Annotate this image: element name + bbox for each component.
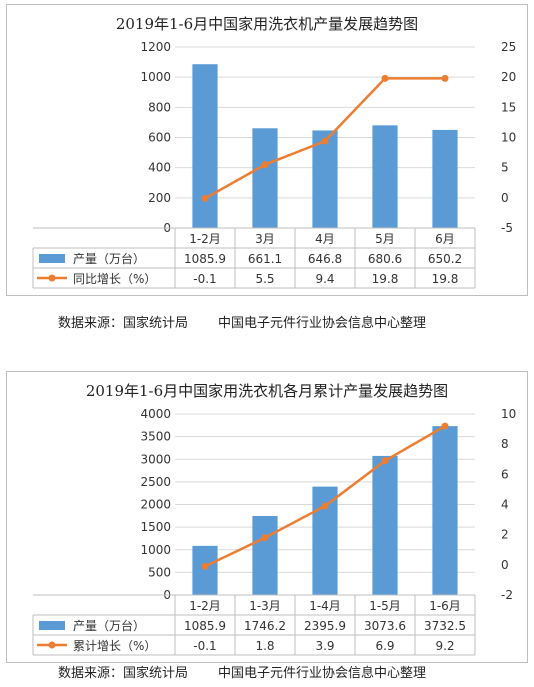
line-value-label: 19.8	[432, 272, 459, 286]
line-value-label: -0.1	[193, 639, 216, 653]
line-point	[201, 194, 209, 202]
line-point	[321, 502, 329, 510]
y2-tick-label: 2	[501, 528, 509, 542]
chart-2-svg: 05001000150020002500300035004000-2024681…	[32, 407, 516, 656]
y2-tick-label: 15	[501, 100, 516, 114]
y2-tick-label: 10	[501, 407, 516, 421]
line-value-label: 6.9	[375, 639, 394, 653]
y2-tick-label: 5	[501, 161, 509, 175]
bar-value-label: 1085.9	[184, 619, 226, 633]
bar	[252, 128, 278, 228]
bar-value-label: 1746.2	[244, 619, 286, 633]
line-value-label: -0.1	[193, 272, 216, 286]
y-tick-label: 1000	[140, 70, 171, 84]
legend-line-label: 同比增长（%）	[73, 272, 156, 286]
y-tick-label: 1200	[140, 40, 171, 54]
y2-tick-label: 8	[501, 437, 509, 451]
line-value-label: 3.9	[315, 639, 334, 653]
category-label: 3月	[255, 232, 275, 246]
line-point	[261, 161, 269, 169]
y-tick-label: 200	[148, 191, 171, 205]
line-point	[381, 457, 389, 465]
y2-tick-label: 6	[501, 467, 509, 481]
bar-value-label: 2395.9	[304, 619, 346, 633]
y-tick-label: 2000	[140, 498, 171, 512]
category-label: 1-3月	[249, 599, 281, 613]
line-point	[441, 74, 449, 82]
source-line-2: 数据来源：国家统计局 中国电子元件行业协会信息中心整理	[58, 662, 426, 681]
legend-bar-swatch	[39, 621, 65, 630]
bar-value-label: 680.6	[368, 252, 402, 266]
source-label-2: 数据来源：国家统计局	[58, 666, 189, 681]
bar-value-label: 3073.6	[364, 619, 406, 633]
y-tick-label: 800	[148, 100, 171, 114]
y2-tick-label: 20	[501, 70, 516, 84]
line-point	[441, 422, 449, 430]
category-label: 1-6月	[429, 599, 461, 613]
line-point	[381, 74, 389, 82]
bar-value-label: 3732.5	[424, 619, 466, 633]
line-point	[321, 137, 329, 145]
y-tick-label: 4000	[140, 407, 171, 421]
bar-value-label: 1085.9	[184, 252, 226, 266]
category-label: 1-4月	[309, 599, 341, 613]
bar	[252, 515, 278, 595]
legend-bar-label: 产量（万台）	[73, 618, 145, 633]
line-value-label: 5.5	[255, 272, 274, 286]
source-line-1: 数据来源：国家统计局 中国电子元件行业协会信息中心整理	[58, 312, 426, 331]
chart-title-2: 2019年1-6月中国家用洗衣机各月累计产量发展趋势图	[85, 382, 449, 400]
bar	[432, 426, 458, 595]
line-point	[201, 562, 209, 570]
bar	[372, 125, 398, 228]
bar	[312, 130, 338, 228]
bar	[192, 64, 218, 228]
category-label: 6月	[435, 232, 455, 246]
legend-bar-label: 产量（万台）	[73, 251, 145, 266]
category-label: 1-2月	[189, 599, 221, 613]
line-value-label: 9.2	[435, 639, 454, 653]
category-label: 1-2月	[189, 232, 221, 246]
bar	[432, 129, 458, 228]
line-value-label: 1.8	[255, 639, 274, 653]
category-label: 1-5月	[369, 599, 401, 613]
bar	[372, 455, 398, 595]
source-org-1: 中国电子元件行业协会信息中心整理	[218, 316, 427, 331]
y2-tick-label: -5	[501, 221, 513, 235]
bar-value-label: 646.8	[308, 252, 342, 266]
legend-line-marker	[48, 274, 56, 282]
y-tick-label: 3000	[140, 452, 171, 466]
legend-line-label: 累计增长（%）	[73, 639, 156, 653]
y-tick-label: 500	[148, 565, 171, 579]
line-point	[261, 534, 269, 542]
category-label: 4月	[315, 232, 335, 246]
chart-panel-1: 2019年1-6月中国家用洗衣机产量发展趋势图 0 200 400 600 800 100…	[6, 4, 528, 296]
bar	[192, 545, 218, 595]
y2-tick-label: 10	[501, 131, 516, 145]
y-tick-label: 600	[148, 131, 171, 145]
source-label-1: 数据来源：国家统计局	[58, 316, 189, 331]
bar-value-label: 661.1	[248, 252, 282, 266]
y2-tick-label: 0	[501, 558, 509, 572]
y2-tick-label: 4	[501, 498, 509, 512]
y-tick-label: 2500	[140, 475, 171, 489]
y2-tick-label: -2	[501, 588, 513, 602]
y-tick-label: 1500	[140, 520, 171, 534]
source-org-2: 中国电子元件行业协会信息中心整理	[218, 666, 427, 681]
legend-bar-swatch	[39, 254, 65, 263]
y2-tick-label: 0	[501, 191, 509, 205]
legend-line-marker	[48, 641, 56, 649]
chart-title-1: 2019年1-6月中国家用洗衣机产量发展趋势图	[115, 15, 419, 33]
y-tick-label: 400	[148, 161, 171, 175]
y-tick-label: 3500	[140, 430, 171, 444]
y-tick-label: 1000	[140, 543, 171, 557]
category-label: 5月	[375, 232, 395, 246]
line-value-label: 9.4	[315, 272, 334, 286]
bar-value-label: 650.2	[428, 252, 462, 266]
chart-panel-2: 2019年1-6月中国家用洗衣机各月累计产量发展趋势图 0 500 1000 1500…	[6, 371, 528, 663]
y2-tick-label: 25	[501, 40, 516, 54]
line-value-label: 19.8	[372, 272, 399, 286]
